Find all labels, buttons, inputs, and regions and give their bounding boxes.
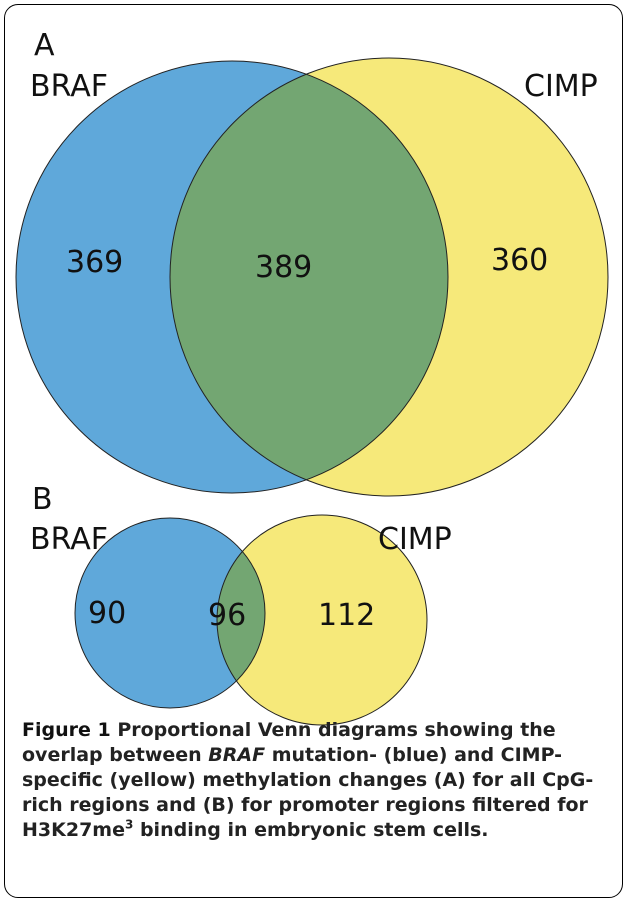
panel-b-overlap-count: 96	[208, 598, 246, 633]
panel-b-letter: B	[32, 482, 53, 517]
panel-a-letter: A	[34, 28, 55, 63]
venn-panel-a: A BRAF CIMP 369 389 360	[15, 28, 609, 497]
caption-text-3: binding in embryonic stem cells.	[133, 819, 489, 841]
figure-frame	[4, 4, 623, 898]
panel-b-cimp-circle	[217, 515, 427, 725]
panel-a-overlap-region	[170, 61, 448, 493]
panel-a-cimp-only-count: 360	[491, 243, 548, 278]
panel-a-cimp-label: CIMP	[524, 69, 598, 104]
panel-b-cimp-label: CIMP	[378, 522, 452, 557]
panel-b-braf-circle	[75, 518, 265, 708]
panel-b-cimp-only-count: 112	[318, 598, 375, 633]
caption-label: Figure 1	[22, 719, 111, 741]
caption-text-2: mutation- (blue) and CIMP-specific (yell…	[22, 744, 594, 841]
panel-b-braf-only-count: 90	[88, 596, 126, 631]
caption-italic-gene: BRAF	[208, 744, 266, 766]
panel-a-braf-only-count: 369	[66, 245, 123, 280]
venn-panel-b: B BRAF CIMP 90 96 112	[30, 482, 452, 726]
panel-a-overlap-count: 389	[255, 250, 312, 285]
panel-a-braf-label: BRAF	[30, 69, 108, 104]
figure-caption: Figure 1 Proportional Venn diagrams show…	[22, 718, 612, 843]
caption-text-1: Proportional Venn diagrams showing the o…	[22, 719, 556, 766]
caption-superscript: 3	[124, 817, 134, 832]
panel-b-braf-label: BRAF	[30, 522, 108, 557]
